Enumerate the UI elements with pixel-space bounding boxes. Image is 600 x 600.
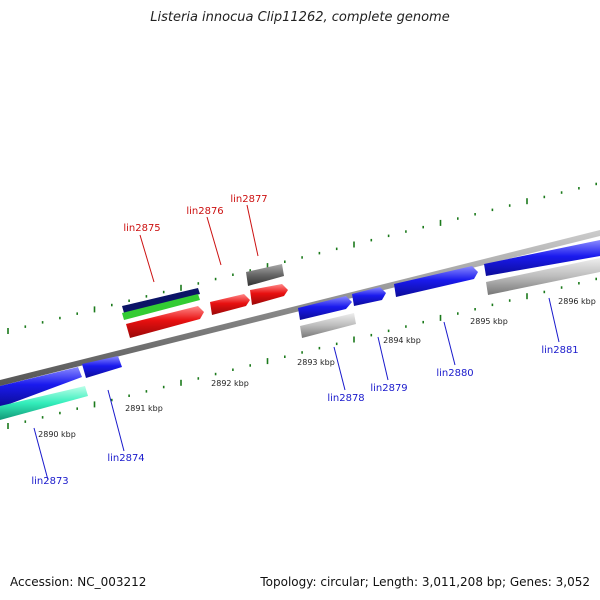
genome-title: Listeria innocua Clip11262, complete gen… — [150, 10, 450, 25]
gene-lin2878[interactable] — [298, 296, 352, 320]
gene-features — [0, 240, 600, 420]
gene-lin2879[interactable] — [352, 287, 386, 306]
tick-marks — [7, 182, 598, 429]
gene-lin2877[interactable] — [250, 284, 288, 305]
gene-label-lin2876: lin2876 — [186, 206, 223, 217]
gene-lin2873[interactable] — [0, 367, 82, 406]
gene-label-lin2877: lin2877 — [230, 194, 267, 205]
gene-lin2877-grey[interactable] — [246, 264, 284, 286]
kbp-label-2891: 2891 kbp — [125, 404, 163, 413]
kbp-label-2896: 2896 kbp — [558, 297, 596, 306]
gene-label-lin2878: lin2878 — [327, 393, 364, 404]
gene-label-lin2881: lin2881 — [541, 345, 578, 356]
gene-label-lin2873: lin2873 — [31, 476, 68, 487]
kbp-label-2893: 2893 kbp — [297, 358, 335, 367]
gene-lin2875-rna-navy[interactable] — [122, 288, 200, 313]
kbp-label-2895: 2895 kbp — [470, 317, 508, 326]
gene-lin2875[interactable] — [126, 306, 204, 338]
kbp-label-2890: 2890 kbp — [38, 430, 76, 439]
gene-label-lin2875: lin2875 — [123, 223, 160, 234]
gene-lin2880[interactable] — [394, 266, 478, 297]
accession-text: Accession: NC_003212 — [10, 575, 147, 589]
gene-lin2881-grey[interactable] — [486, 258, 600, 295]
gene-lin2876[interactable] — [210, 294, 250, 315]
kbp-label-2892: 2892 kbp — [211, 379, 249, 388]
gene-label-lin2880: lin2880 — [436, 368, 473, 379]
gene-lin2873-teal[interactable] — [0, 386, 88, 420]
kbp-label-2894: 2894 kbp — [383, 336, 421, 345]
topology-text: Topology: circular; Length: 3,011,208 bp… — [260, 575, 590, 589]
label-leaders — [33, 204, 560, 481]
gene-lin2881[interactable] — [484, 240, 600, 276]
gene-lin2875-rna-green[interactable] — [122, 294, 200, 320]
gene-label-lin2874: lin2874 — [107, 453, 144, 464]
gene-lin2878-grey[interactable] — [300, 313, 356, 338]
gene-lin2874[interactable] — [82, 356, 122, 378]
gene-label-lin2879: lin2879 — [370, 383, 407, 394]
